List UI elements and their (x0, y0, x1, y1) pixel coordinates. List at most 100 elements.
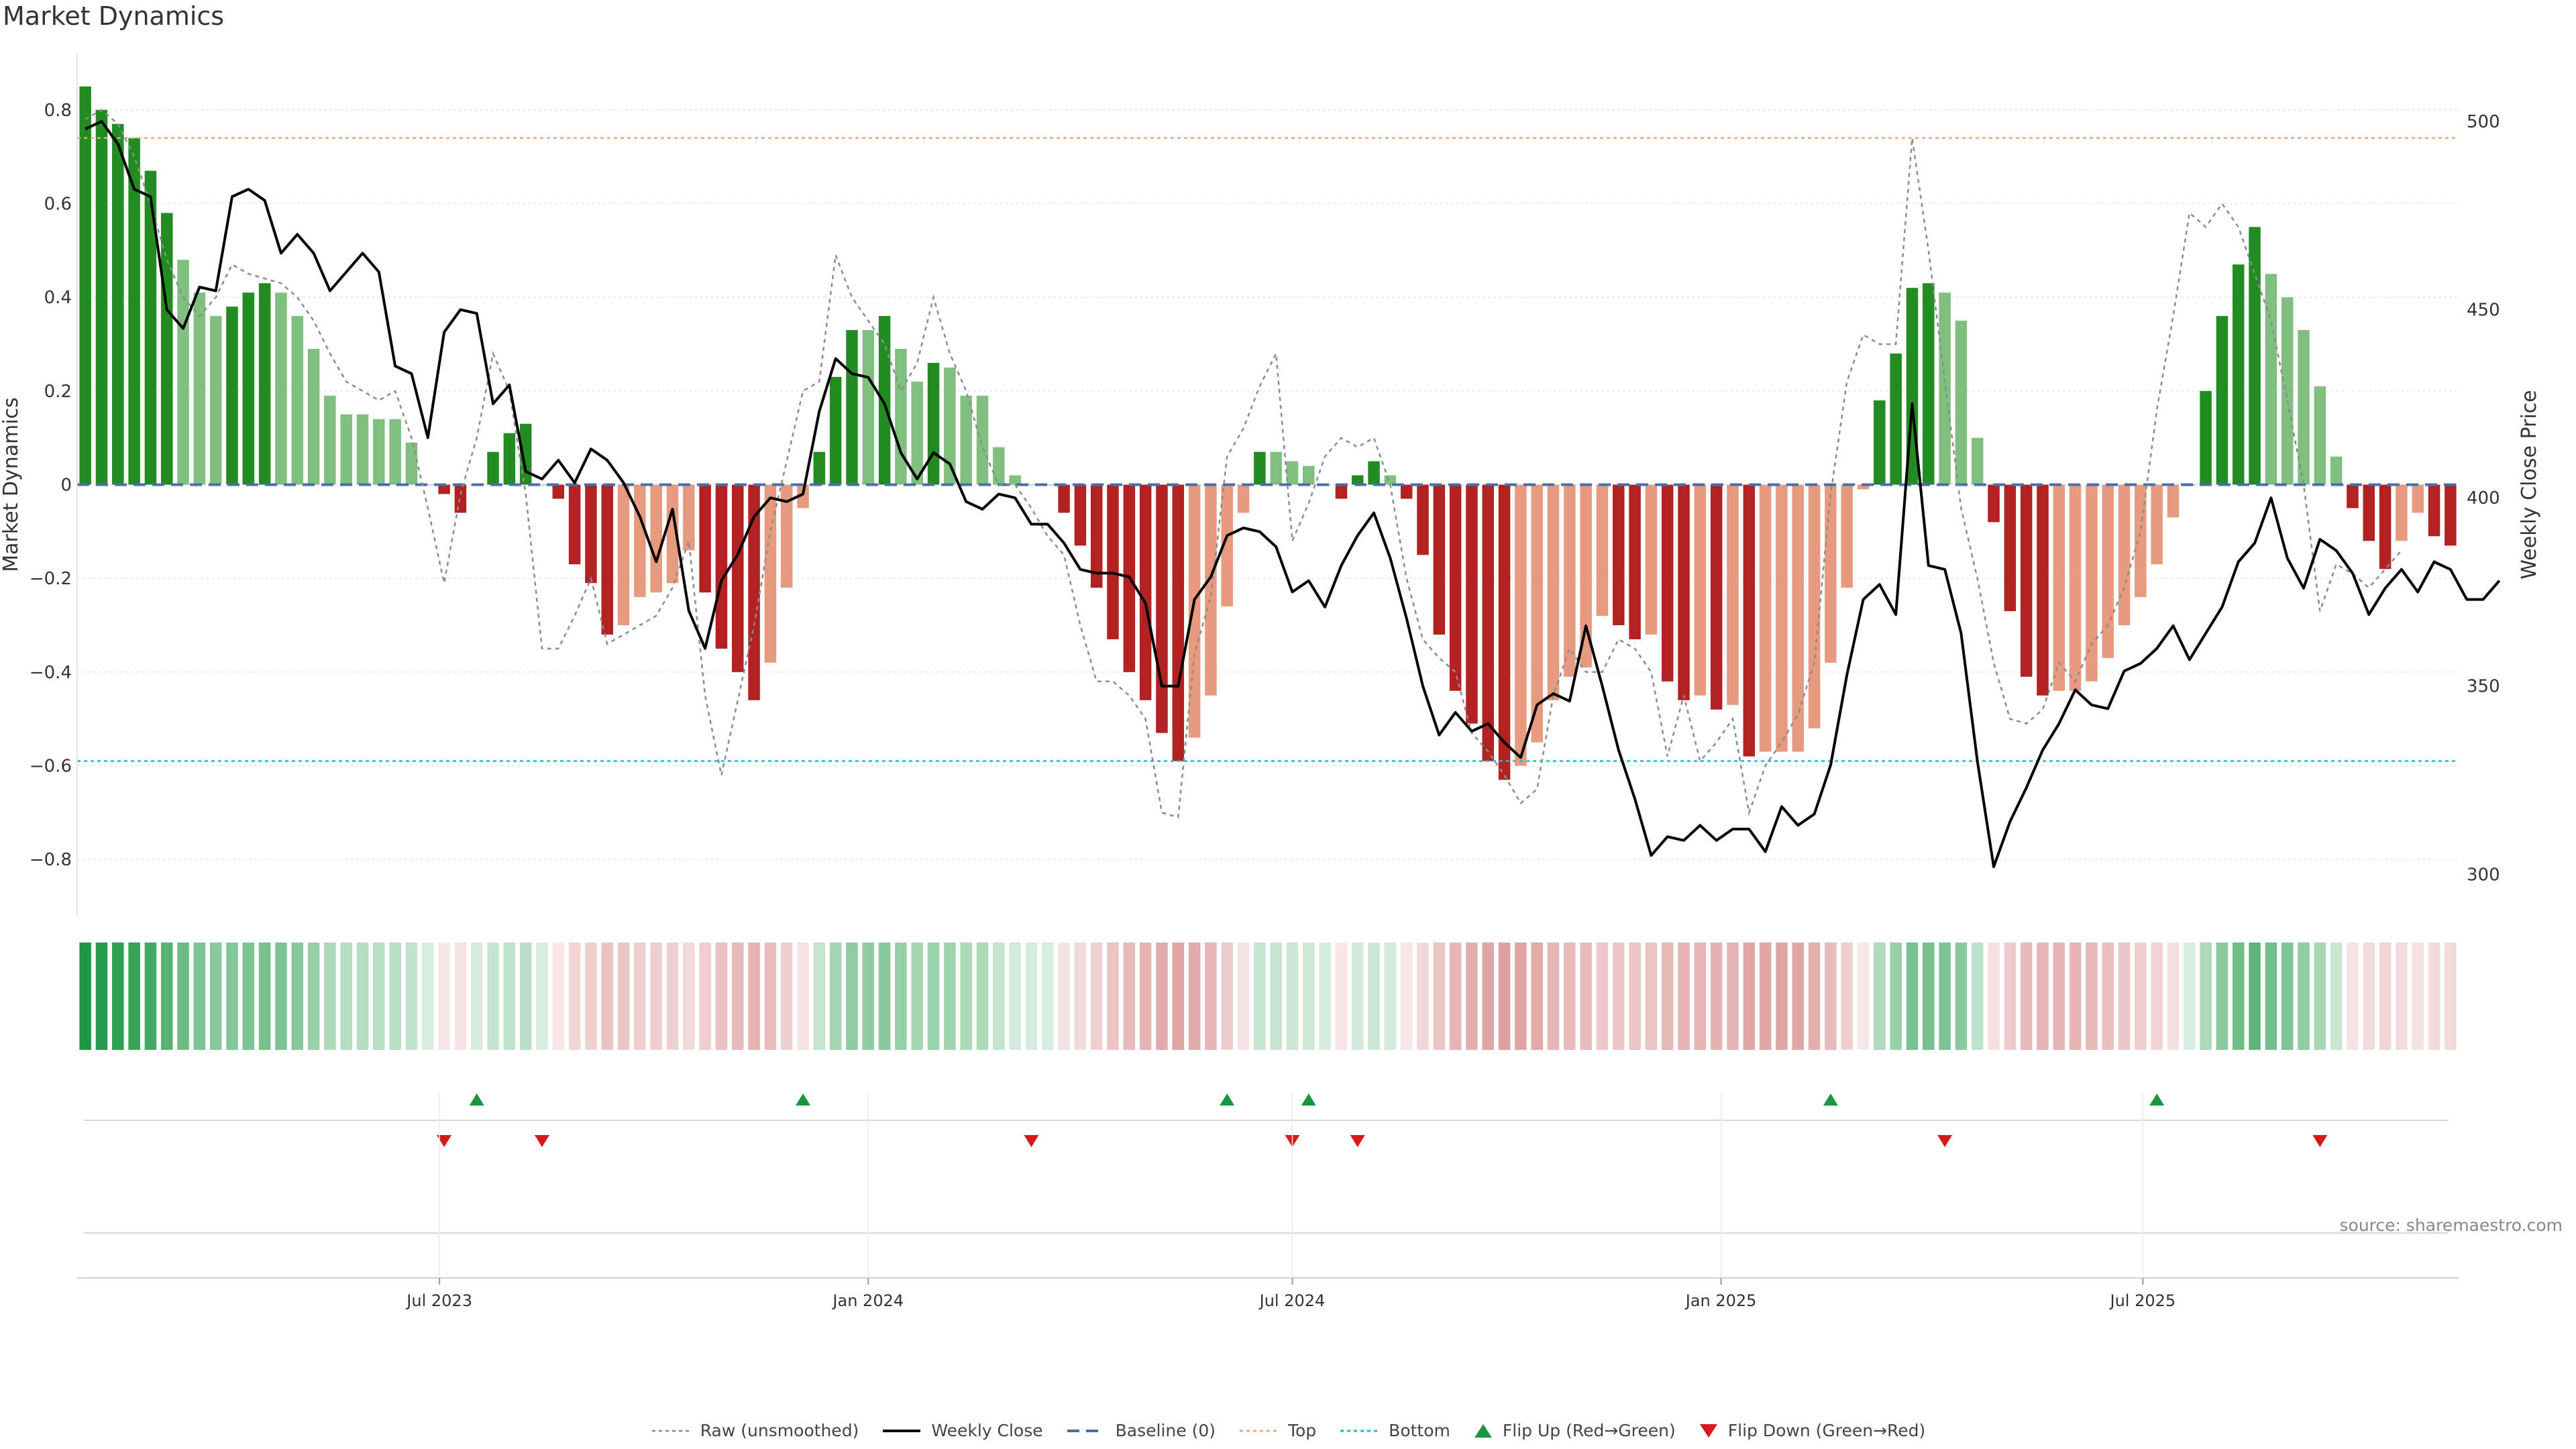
regime-cell (405, 943, 418, 1050)
regime-cell (2314, 943, 2326, 1050)
regime-cell (2200, 943, 2212, 1050)
dynamics-bar (911, 381, 923, 485)
y-tick-label: −0.6 (30, 757, 72, 777)
regime-cell (1041, 943, 1054, 1050)
dynamics-bar (536, 484, 548, 486)
flip-down-marker (1350, 1135, 1365, 1147)
dynamics-bar (1988, 484, 2000, 523)
regime-cell (536, 943, 548, 1050)
regime-cell (2428, 943, 2440, 1050)
regime-cell (1759, 943, 1772, 1050)
regime-cell (862, 943, 875, 1050)
dynamics-bars (79, 86, 2457, 780)
y2-tick-label: 450 (2467, 301, 2500, 321)
dynamics-bar (2037, 484, 2049, 696)
regime-cell (1335, 943, 1348, 1050)
dynamics-bar (2249, 227, 2261, 485)
dynamics-bar (1433, 484, 1446, 635)
flip-up-marker (2149, 1093, 2165, 1106)
dynamics-bar (2151, 484, 2163, 565)
regime-cell (944, 943, 956, 1050)
regime-cell (1678, 943, 1690, 1050)
y2-tick-label: 400 (2467, 488, 2500, 508)
chart-title: Market Dynamics (3, 1, 225, 31)
regime-cell (487, 943, 499, 1050)
regime-cell (454, 943, 467, 1050)
dynamics-bar (422, 484, 434, 486)
regime-cell (2167, 943, 2180, 1050)
regime-cell (993, 943, 1005, 1050)
legend-bottom-label: Bottom (1389, 1421, 1450, 1440)
dynamics-bar (258, 283, 271, 485)
dynamics-bar (112, 123, 124, 485)
dynamics-bar (1400, 484, 1413, 499)
regime-cell (1857, 943, 1870, 1050)
regime-cell (650, 943, 662, 1050)
regime-cell (1580, 943, 1592, 1050)
x-tick-label: Jan 2024 (831, 1291, 904, 1310)
regime-cell (2020, 943, 2033, 1050)
series-lines (85, 109, 2501, 869)
regime-cell (911, 943, 923, 1050)
regime-cell (1906, 943, 1919, 1050)
regime-cell (1596, 943, 1609, 1050)
regime-cell (1384, 943, 1397, 1050)
dynamics-bar (1841, 484, 1853, 588)
y-tick-label: 0.4 (44, 288, 72, 308)
dynamics-bar (1303, 466, 1315, 485)
dynamics-bar (144, 170, 157, 485)
dynamics-bar (389, 419, 401, 485)
y2-axis-title: Weekly Close Price (2518, 390, 2541, 579)
regime-cell (128, 943, 140, 1050)
dynamics-bar (275, 292, 287, 485)
flip-up-marker (1301, 1093, 1316, 1106)
x-tick-label: Jul 2023 (405, 1291, 472, 1310)
regime-cell (1841, 943, 1853, 1050)
dynamics-bar (1041, 484, 1054, 486)
y-tick-label: 0.8 (44, 101, 72, 121)
legend: Raw (unsmoothed) Weekly Close Baseline (… (0, 1421, 2576, 1440)
regime-cell (258, 943, 271, 1050)
regime-cell (2445, 943, 2457, 1050)
dynamics-bar (976, 395, 989, 485)
dynamics-bar (1139, 484, 1152, 700)
x-tick-label: Jul 2024 (1258, 1291, 1326, 1310)
x-axis: Jul 2023 Jan 2024 Jul 2024 Jan 2025 Jul 2025 (77, 1093, 2459, 1310)
dynamics-bar (79, 86, 91, 485)
regime-cell (878, 943, 891, 1050)
regime-cell (307, 943, 320, 1050)
dynamics-bar (2216, 316, 2229, 485)
regime-strip (79, 943, 2457, 1050)
y2-tick-label: 300 (2467, 865, 2500, 885)
dynamics-bar (1270, 451, 1282, 485)
dynamics-bar (95, 109, 108, 485)
regime-cell (1531, 943, 1543, 1050)
regime-cell (1808, 943, 1821, 1050)
dynamics-bar (601, 484, 613, 635)
regime-cell (732, 943, 744, 1050)
dynamics-bar (242, 292, 255, 485)
regime-cell (2347, 943, 2359, 1050)
regime-cell (2037, 943, 2049, 1050)
regime-cell (797, 943, 809, 1050)
regime-cell (1613, 943, 1625, 1050)
dynamics-bar (1776, 484, 1788, 752)
regime-cell (601, 943, 613, 1050)
legend-raw: Raw (unsmoothed) (651, 1421, 859, 1440)
regime-cell (2298, 943, 2310, 1050)
regime-cell (1351, 943, 1364, 1050)
dynamics-bar (1613, 484, 1625, 626)
dynamics-bar (1890, 353, 1902, 485)
dynamics-bar (1498, 484, 1511, 780)
dynamics-bar (683, 484, 695, 551)
dynamics-bar (1482, 484, 1495, 761)
regime-cell (976, 943, 989, 1050)
regime-cell (1221, 943, 1233, 1050)
dynamics-bar (650, 484, 662, 593)
dynamics-bar (1025, 484, 1038, 486)
flip-up-marker (1220, 1093, 1235, 1106)
dynamics-bar (764, 484, 777, 663)
regime-cell (568, 943, 581, 1050)
flip-down-marker (437, 1135, 452, 1147)
y-tick-label: 0.2 (44, 382, 72, 402)
